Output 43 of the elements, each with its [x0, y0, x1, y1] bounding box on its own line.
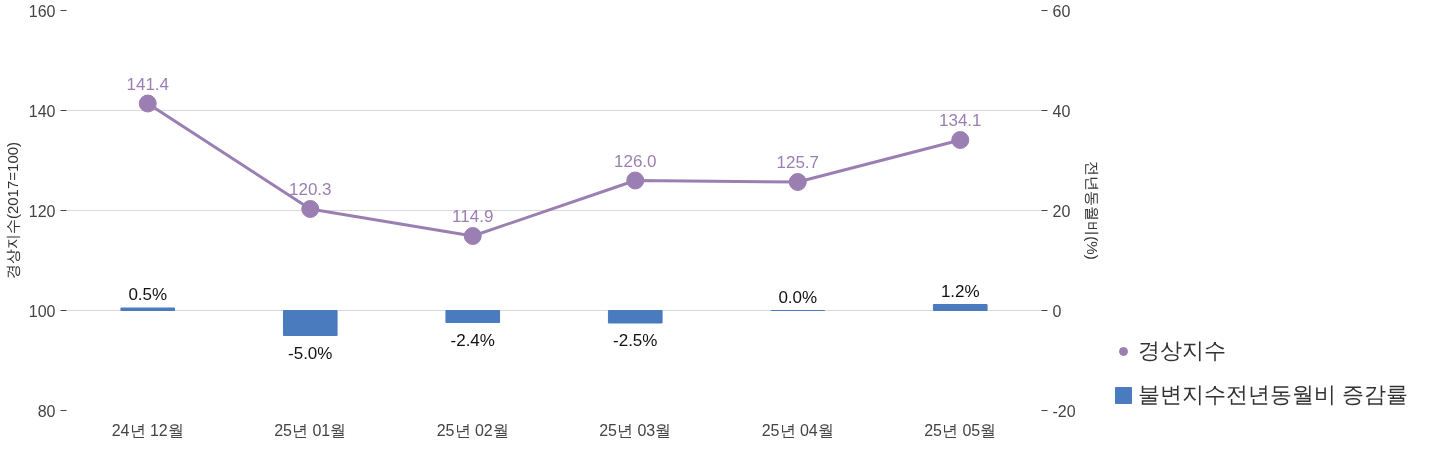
y-tick-label: 120 — [28, 202, 56, 220]
data-label: 120.3 — [288, 180, 332, 199]
data-label: 125.7 — [776, 153, 820, 172]
bar — [282, 310, 338, 336]
data-label: -5.0% — [288, 343, 333, 363]
data-label: 0.5% — [128, 285, 168, 304]
x-tick-label: 25년 01월 — [274, 421, 347, 439]
y2-tick-label: 20 — [1052, 202, 1071, 220]
bar — [932, 304, 988, 311]
y-tick-label: 100 — [28, 302, 56, 320]
legend-label: 불변지수전년동월비 증감률 — [1137, 381, 1409, 409]
point — [301, 200, 320, 218]
y2-axis-title: 전년동월비(%) — [1083, 161, 1101, 260]
y-tick-label: 80 — [37, 402, 56, 420]
point — [951, 131, 970, 149]
point — [788, 173, 807, 191]
y-tick-label: 140 — [28, 102, 56, 120]
data-label: 141.4 — [126, 74, 170, 94]
data-label: 0.0% — [778, 287, 818, 307]
point — [626, 171, 645, 190]
x-tick-label: 24년 12월 — [111, 421, 184, 439]
legend-label: 경상지수 — [1137, 337, 1226, 365]
data-label: -2.4% — [450, 330, 495, 350]
bar — [120, 307, 176, 311]
x-tick-label: 25년 04월 — [761, 421, 834, 439]
point — [138, 94, 157, 113]
bar — [607, 310, 663, 324]
x-tick-label: 25년 03월 — [599, 421, 672, 439]
y2-tick-label: -20 — [1052, 402, 1076, 420]
bar — [445, 310, 501, 323]
data-label: 134.1 — [938, 111, 982, 130]
y2-tick-label: 0 — [1052, 302, 1062, 320]
x-tick-label: 25년 02월 — [436, 421, 509, 439]
x-tick-label: 25년 05월 — [924, 421, 997, 439]
data-label: -2.5% — [613, 331, 658, 350]
y-axis-title: 경상지수(2017=100) — [3, 141, 21, 280]
y2-tick-label: 60 — [1052, 2, 1071, 20]
data-label: 1.2% — [940, 281, 980, 301]
y2-tick-label: 40 — [1052, 102, 1071, 120]
y-tick-label: 160 — [28, 2, 56, 20]
data-label: 126.0 — [613, 151, 657, 171]
point — [463, 227, 482, 245]
data-label: 114.9 — [452, 207, 494, 226]
